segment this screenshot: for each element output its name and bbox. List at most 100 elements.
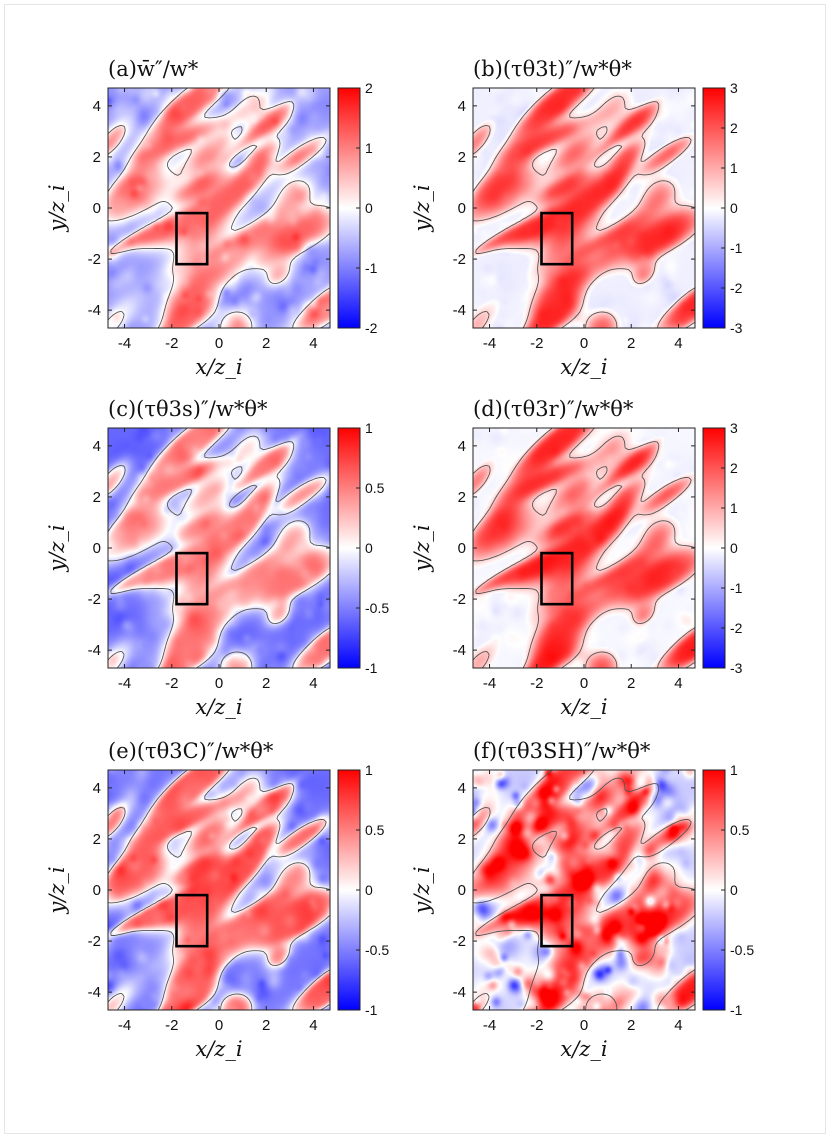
colorbar-tick-label: 0 [365,540,373,556]
colorbar-tick-label: -3 [730,320,743,336]
panel-e: -4 -2 0 2 4 4 2 0 -2 -4 x/z_i y/z_i (e)(τθ3C)″/w*θ* 1… [45,739,389,1061]
heatmap-field-c [108,428,330,668]
y-tick-label: -2 [88,933,101,950]
y-tick-label: -4 [453,642,466,659]
y-axis-label: y/z_i [45,866,69,914]
x-axis-label: x/z_i [195,1037,242,1061]
y-tick-label: 0 [93,540,101,557]
highlight-box-f [540,893,574,948]
x-tick-label: 0 [580,335,588,352]
x-tick-label: -2 [530,675,543,692]
y-tick-label: 4 [458,438,466,455]
x-axis-label: x/z_i [560,355,607,379]
y-tick-label: 4 [458,780,466,797]
y-tick-label: -2 [453,591,466,608]
colorbar-tick-label: 3 [730,420,738,436]
x-tick-label: 2 [627,335,635,352]
colorbar-tick-label: -0.5 [365,600,389,616]
y-tick-label: 4 [93,438,101,455]
colorbar-tick-label: -2 [365,320,378,336]
y-tick-label: 2 [93,149,101,166]
colorbar-tick-label: 1 [730,160,738,176]
colorbar-tick-label: 1 [365,762,373,778]
y-tick-label: 0 [93,200,101,217]
y-tick-label: -4 [453,302,466,319]
x-tick-label: 4 [674,335,682,352]
x-tick-label: 4 [309,335,317,352]
x-tick-label: 2 [627,1017,635,1034]
colorbar-tick-label: 0 [365,200,373,216]
colorbar-tick-label: -1 [365,260,378,276]
heatmap-field-e [108,770,330,1010]
panel-title-c: (c)(τθ3s)″/w*θ* [108,397,268,421]
x-tick-label: 4 [309,1017,317,1034]
y-tick-label: -4 [88,984,101,1001]
x-tick-label: 2 [262,335,270,352]
colorbar-tick-label: -1 [730,580,743,596]
x-axis-label: x/z_i [195,355,242,379]
colorbar-tick-label: 0 [730,882,738,898]
highlight-box-e [175,893,209,948]
x-tick-label: -4 [118,675,131,692]
y-tick-label: 0 [458,882,466,899]
panel-f: -4 -2 0 2 4 4 2 0 -2 -4 x/z_i y/z_i (f)(τθ3SH)″/w*θ*… [410,739,754,1061]
colorbar-tick-label: -3 [730,660,743,676]
colorbar-tick-label: 0.5 [365,822,385,838]
zero-contour-e [108,770,330,1010]
highlight-box-c [175,551,209,606]
y-tick-label: 2 [458,149,466,166]
panel-title-f: (f)(τθ3SH)″/w*θ* [473,739,651,763]
panel-b: -4 -2 0 2 4 4 2 0 -2 -4 x/z_i y/z_i (b)(τθ3t)″/w*θ* 3… [410,57,743,379]
colorbar-tick-label: -1 [730,240,743,256]
zero-contour-d [473,428,695,668]
x-tick-label: 0 [580,675,588,692]
x-tick-label: -2 [530,1017,543,1034]
panel-c: -4 -2 0 2 4 4 2 0 -2 -4 x/z_i y/z_i (c)(τθ3s)″/w*θ* 1… [45,397,389,719]
panel-title-d: (d)(τθ3r)″/w*θ* [473,397,634,421]
x-tick-label: -2 [530,335,543,352]
colorbar-tick-label: 1 [730,762,738,778]
y-tick-label: 2 [458,489,466,506]
y-axis-label: y/z_i [410,866,434,914]
y-tick-label: -4 [453,984,466,1001]
colorbar-tick-label: 1 [730,500,738,516]
colorbar-tick-label: 2 [730,460,738,476]
colorbar-tick-label: 0.5 [730,822,750,838]
y-tick-label: -2 [453,933,466,950]
x-axis-label: x/z_i [560,695,607,719]
y-tick-label: 0 [458,540,466,557]
colorbar-tick-label: 2 [730,120,738,136]
colorbar-tick-label: 3 [730,80,738,96]
colorbar-tick-label: 2 [365,80,373,96]
x-tick-label: -4 [483,335,496,352]
x-tick-label: 2 [627,675,635,692]
x-tick-label: 4 [309,675,317,692]
y-tick-label: -4 [88,642,101,659]
x-tick-label: 0 [215,675,223,692]
x-tick-label: 0 [580,1017,588,1034]
highlight-box-a [175,211,209,266]
y-axis-label: y/z_i [410,524,434,572]
highlight-box-b [540,211,574,266]
y-tick-label: 4 [93,780,101,797]
x-tick-label: -4 [483,675,496,692]
x-tick-label: 4 [674,1017,682,1034]
x-tick-label: 0 [215,335,223,352]
heatmap-field-a [108,88,330,328]
y-axis-label: y/z_i [410,184,434,232]
panel-title-b: (b)(τθ3t)″/w*θ* [473,57,632,81]
y-tick-label: 2 [93,831,101,848]
zero-contour-a [108,88,330,328]
colorbar-tick-label: -2 [730,280,743,296]
colorbar-tick-label: -1 [365,660,378,676]
colorbar-tick-label: 0 [730,200,738,216]
y-tick-label: -2 [88,251,101,268]
colorbar-tick-label: -0.5 [730,942,754,958]
y-tick-label: -2 [453,251,466,268]
x-tick-label: -2 [165,675,178,692]
x-tick-label: 0 [215,1017,223,1034]
x-tick-label: 4 [674,675,682,692]
colorbar-tick-label: 0 [365,882,373,898]
x-tick-label: -4 [118,335,131,352]
